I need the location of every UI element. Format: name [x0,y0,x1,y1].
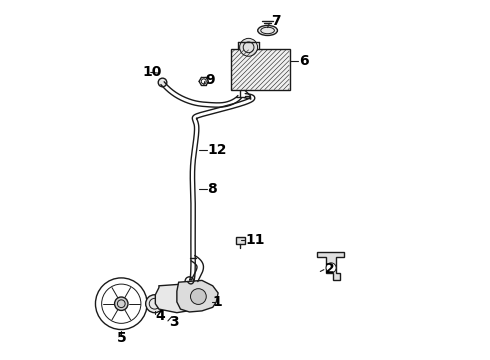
Text: 9: 9 [205,73,215,87]
Ellipse shape [258,26,277,36]
Text: 1: 1 [213,295,222,309]
Text: 2: 2 [325,262,335,276]
Polygon shape [236,237,245,244]
Polygon shape [177,280,218,312]
Polygon shape [231,49,290,90]
Text: 5: 5 [117,331,126,345]
Circle shape [146,295,164,313]
Circle shape [191,289,206,305]
Text: 10: 10 [143,66,162,80]
Circle shape [115,297,128,310]
Polygon shape [155,284,198,313]
Text: 4: 4 [155,309,165,323]
Text: 7: 7 [271,14,281,28]
Text: 8: 8 [207,182,217,196]
Text: 6: 6 [299,54,308,68]
Polygon shape [317,252,343,280]
Circle shape [185,277,194,285]
Text: 11: 11 [245,233,265,247]
Circle shape [326,263,336,273]
Circle shape [240,39,258,56]
Circle shape [158,78,167,87]
Text: 3: 3 [169,315,178,329]
Text: 12: 12 [207,143,227,157]
